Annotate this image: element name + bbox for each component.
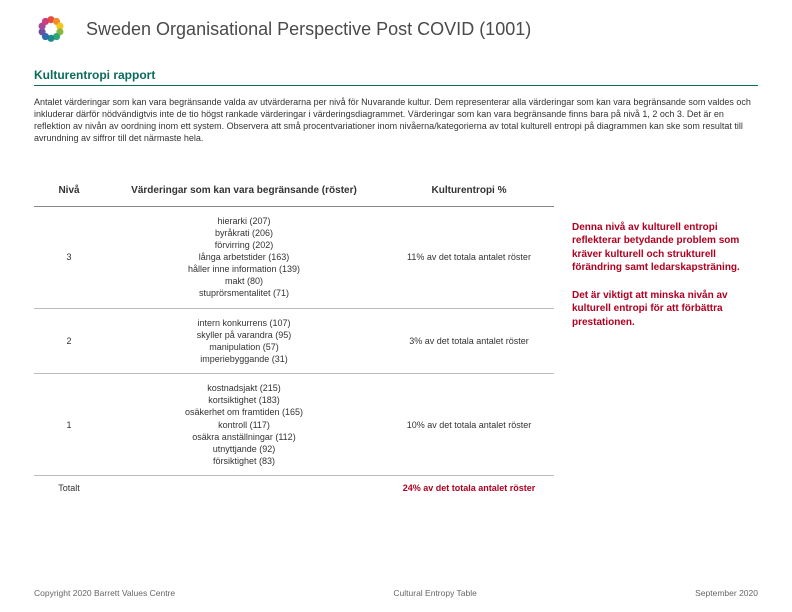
value-item: försiktighet (83) bbox=[110, 455, 378, 467]
section-title: Kulturentropi rapport bbox=[34, 68, 758, 86]
logo-icon bbox=[34, 12, 68, 46]
value-item: långa arbetstider (163) bbox=[110, 251, 378, 263]
table-row: 1kostnadsjakt (215)kortsiktighet (183)os… bbox=[34, 374, 554, 476]
value-item: makt (80) bbox=[110, 275, 378, 287]
entropy-table-wrap: Nivå Värderingar som kan vara begränsand… bbox=[34, 175, 554, 503]
value-item: manipulation (57) bbox=[110, 341, 378, 353]
footer-mid: Cultural Entropy Table bbox=[175, 588, 695, 598]
cell-entropy: 3% av det totala antalet röster bbox=[384, 308, 554, 374]
cell-level: 1 bbox=[34, 374, 104, 476]
value-item: kontroll (117) bbox=[110, 419, 378, 431]
cell-total-label: Totalt bbox=[34, 476, 104, 503]
table-row: 3hierarki (207)byråkrati (206)förvirring… bbox=[34, 206, 554, 308]
cell-total-entropy: 24% av det totala antalet röster bbox=[384, 476, 554, 503]
page-title: Sweden Organisational Perspective Post C… bbox=[86, 19, 531, 40]
entropy-table: Nivå Värderingar som kan vara begränsand… bbox=[34, 175, 554, 503]
value-item: stuprörsmentalitet (71) bbox=[110, 287, 378, 299]
value-item: håller inne information (139) bbox=[110, 263, 378, 275]
commentary-p2: Det är viktigt att minska nivån av kultu… bbox=[572, 289, 758, 330]
cell-total-empty bbox=[104, 476, 384, 503]
value-item: kortsiktighet (183) bbox=[110, 394, 378, 406]
value-item: skyller på varandra (95) bbox=[110, 329, 378, 341]
col-header-values: Värderingar som kan vara begränsande (rö… bbox=[104, 175, 384, 207]
value-item: förvirring (202) bbox=[110, 239, 378, 251]
value-item: osäkra anställningar (112) bbox=[110, 431, 378, 443]
cell-entropy: 10% av det totala antalet röster bbox=[384, 374, 554, 476]
table-row: 2intern konkurrens (107)skyller på varan… bbox=[34, 308, 554, 374]
cell-values: intern konkurrens (107)skyller på varand… bbox=[104, 308, 384, 374]
cell-level: 2 bbox=[34, 308, 104, 374]
intro-text: Antalet värderingar som kan vara begräns… bbox=[34, 96, 758, 145]
table-row-total: Totalt 24% av det totala antalet röster bbox=[34, 476, 554, 503]
side-commentary: Denna nivå av kulturell entropi reflekte… bbox=[572, 175, 758, 503]
header: Sweden Organisational Perspective Post C… bbox=[34, 12, 758, 46]
value-item: osäkerhet om framtiden (165) bbox=[110, 406, 378, 418]
col-header-level: Nivå bbox=[34, 175, 104, 207]
cell-values: hierarki (207)byråkrati (206)förvirring … bbox=[104, 206, 384, 308]
value-item: utnyttjande (92) bbox=[110, 443, 378, 455]
commentary-p1: Denna nivå av kulturell entropi reflekte… bbox=[572, 221, 758, 275]
col-header-entropy: Kulturentropi % bbox=[384, 175, 554, 207]
value-item: intern konkurrens (107) bbox=[110, 317, 378, 329]
footer-left: Copyright 2020 Barrett Values Centre bbox=[34, 588, 175, 598]
value-item: hierarki (207) bbox=[110, 215, 378, 227]
cell-values: kostnadsjakt (215)kortsiktighet (183)osä… bbox=[104, 374, 384, 476]
value-item: byråkrati (206) bbox=[110, 227, 378, 239]
cell-level: 3 bbox=[34, 206, 104, 308]
footer: Copyright 2020 Barrett Values Centre Cul… bbox=[34, 588, 758, 598]
footer-right: September 2020 bbox=[695, 588, 758, 598]
value-item: kostnadsjakt (215) bbox=[110, 382, 378, 394]
content-row: Nivå Värderingar som kan vara begränsand… bbox=[34, 175, 758, 503]
value-item: imperiebyggande (31) bbox=[110, 353, 378, 365]
cell-entropy: 11% av det totala antalet röster bbox=[384, 206, 554, 308]
